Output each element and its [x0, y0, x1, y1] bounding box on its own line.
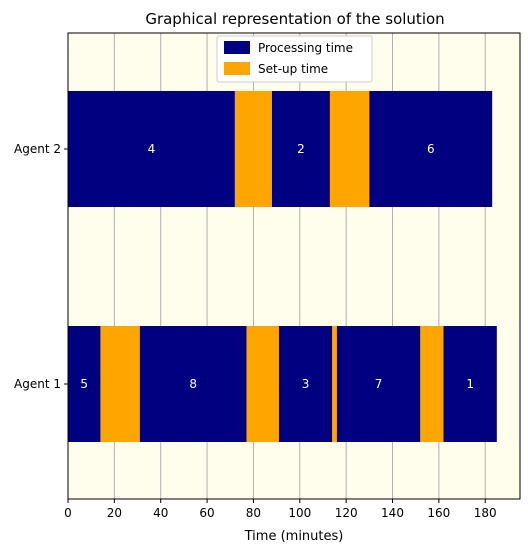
x-tick-label: 60 [199, 506, 214, 520]
x-tick-label: 100 [288, 506, 311, 520]
processing-bar [68, 326, 101, 442]
processing-bar [68, 91, 235, 207]
task-label: 2 [297, 142, 305, 156]
setup-bar [246, 326, 279, 442]
processing-bar [139, 326, 247, 442]
x-tick-label: 120 [335, 506, 358, 520]
task-label: 3 [302, 377, 310, 391]
processing-bar [271, 91, 330, 207]
x-axis: 0 20 40 60 80 100 120 140 160 180 [64, 499, 497, 520]
bars: 4 2 6 5 8 3 7 1 [68, 91, 497, 442]
x-tick-label: 160 [427, 506, 450, 520]
legend-swatch-setup [224, 62, 250, 75]
x-axis-label: Time (minutes) [244, 529, 344, 544]
processing-bar [369, 91, 493, 207]
x-tick-label: 0 [64, 506, 72, 520]
y-axis: Agent 2 Agent 1 [14, 142, 68, 391]
setup-bar [420, 326, 444, 442]
chart-title: Graphical representation of the solution [145, 10, 444, 28]
legend: Processing time Set-up time [216, 35, 373, 83]
x-tick-label: 140 [381, 506, 404, 520]
processing-bar [443, 326, 497, 442]
plot-frame [67, 32, 521, 500]
setup-bar [100, 326, 140, 442]
y-tick-label: Agent 2 [14, 142, 61, 156]
x-tick-label: 180 [474, 506, 497, 520]
setup-bar [329, 91, 370, 207]
task-label: 8 [189, 377, 197, 391]
y-tick-label: Agent 1 [14, 377, 61, 391]
task-label: 7 [375, 377, 383, 391]
processing-bar [278, 326, 333, 442]
task-label: 4 [148, 142, 156, 156]
task-label: 1 [466, 377, 474, 391]
task-label: 5 [80, 377, 88, 391]
setup-bar [234, 91, 272, 207]
x-tick-label: 40 [153, 506, 168, 520]
setup-bar [332, 326, 337, 442]
legend-swatch-processing [224, 41, 250, 54]
task-label: 6 [427, 142, 435, 156]
processing-bar [336, 326, 421, 442]
x-tick-label: 20 [107, 506, 122, 520]
x-tick-label: 80 [246, 506, 261, 520]
legend-label-setup: Set-up time [258, 62, 328, 76]
legend-label-processing: Processing time [258, 41, 353, 55]
legend-box [216, 35, 373, 83]
